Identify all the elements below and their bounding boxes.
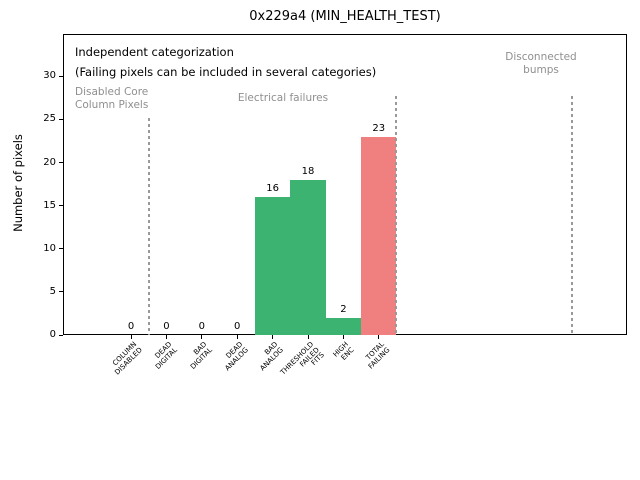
y-tick-mark	[59, 118, 63, 120]
bar-value-label: 23	[372, 122, 386, 134]
y-tick-mark	[59, 334, 63, 336]
x-tick-mark	[342, 335, 344, 339]
y-tick-label: 15	[43, 199, 56, 211]
x-tick-label: THRESHOLD FAILED FITS	[278, 340, 326, 377]
x-tick-mark	[236, 335, 238, 339]
section-separator-line	[148, 118, 150, 335]
independent-categorization-note: Independent categorization	[75, 45, 234, 59]
bar-high-enc	[325, 317, 362, 335]
disconnected-bumps-section-label: Disconnected bumps	[505, 51, 577, 77]
y-tick-mark	[59, 291, 63, 293]
x-tick-label: HIGH ENC	[331, 340, 356, 362]
y-tick-label: 10	[43, 242, 56, 254]
bar-total-failing	[361, 136, 397, 335]
y-tick-mark	[59, 248, 63, 250]
plot-area	[63, 34, 627, 335]
chart-title: 0x229a4 (MIN_HEALTH_TEST)	[249, 9, 441, 24]
y-tick-mark	[59, 75, 63, 77]
x-tick-mark	[378, 335, 380, 339]
electrical-failures-section-label: Electrical failures	[237, 92, 329, 104]
x-tick-label: DEAD ANALOG	[223, 340, 250, 373]
bar-value-label: 2	[340, 303, 347, 315]
section-separator-line	[395, 96, 397, 335]
bar-threshold-failed-fits	[290, 179, 326, 335]
y-tick-label: 20	[43, 156, 56, 168]
y-axis-label: Number of pixels	[11, 134, 25, 232]
x-tick-label: DEAD DIGITAL	[153, 340, 179, 371]
bar-value-label: 0	[163, 321, 170, 332]
bar-value-label: 18	[301, 165, 315, 177]
bar-bad-analog	[254, 197, 291, 335]
y-tick-label: 30	[43, 70, 56, 82]
bar-value-label: 0	[198, 321, 205, 332]
disabled-core-section-label: Disabled Core Column Pixels	[75, 86, 149, 112]
y-tick-label: 25	[43, 113, 56, 125]
x-tick-mark	[307, 335, 309, 339]
y-tick-mark	[59, 162, 63, 163]
x-tick-label: BAD DIGITAL	[189, 340, 215, 371]
y-tick-label: 0	[49, 329, 56, 340]
section-separator-line	[571, 96, 573, 335]
y-tick-label: 5	[49, 285, 56, 297]
x-tick-label: TOTAL FAILING	[364, 340, 392, 371]
x-tick-mark	[272, 335, 274, 339]
x-tick-mark	[201, 335, 203, 339]
failing-pixels-note: (Failing pixels can be included in sever…	[75, 65, 377, 79]
x-tick-mark	[130, 335, 132, 339]
x-tick-mark	[165, 335, 167, 339]
y-tick-mark	[59, 205, 63, 207]
x-tick-label: COLUMN DISABLED	[110, 340, 144, 377]
bar-value-label: 16	[266, 183, 279, 194]
bar-value-label: 0	[234, 321, 241, 332]
bar-value-label: 0	[127, 321, 135, 332]
